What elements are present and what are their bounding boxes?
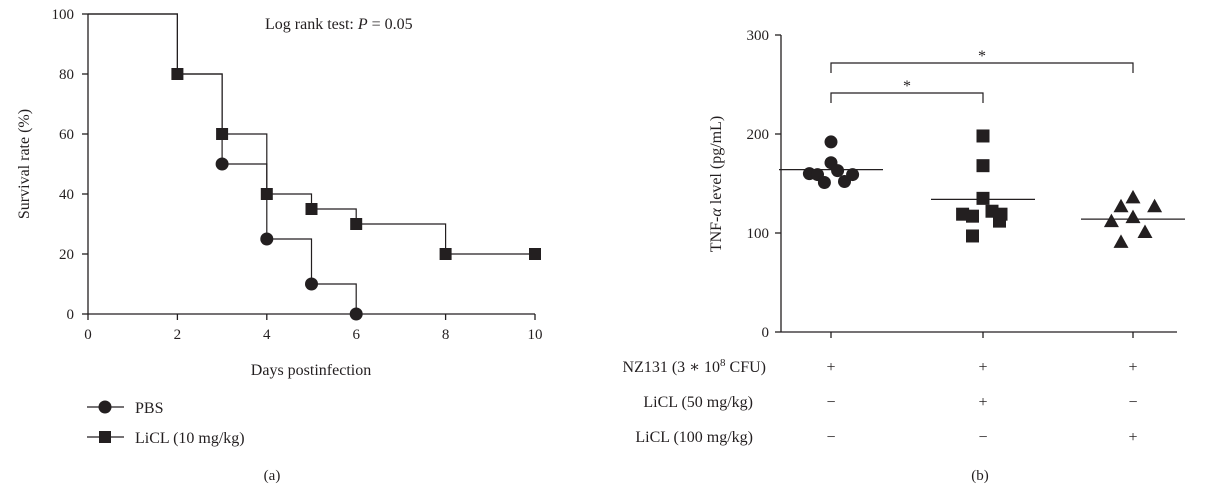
data-point-circle (349, 307, 363, 321)
tnf-scatter-chart: 0 100 200 300 * * TNF-α level (pg/mL) NZ131 … (623, 28, 1185, 484)
data-point-square (529, 248, 541, 260)
a-y-tick-label: 80 (59, 67, 74, 83)
data-point-square (976, 191, 990, 205)
a-y-tick-label: 100 (52, 7, 75, 23)
data-point-circle (846, 168, 860, 182)
b-y-tick-label: 0 (762, 325, 770, 341)
legend-label-pbs: PBS (135, 400, 163, 417)
data-point-circle (824, 135, 838, 149)
data-point-square (216, 128, 229, 140)
significance-star: * (903, 78, 911, 95)
legend-item-licl: LiCL (10 mg/kg) (87, 430, 245, 447)
log-rank-annotation: Log rank test: P = 0.05 (265, 16, 413, 33)
b-y-tick-label: 200 (747, 127, 770, 143)
data-point-triangle (1147, 198, 1163, 213)
data-point-circle (305, 277, 318, 291)
data-point-triangle (1113, 234, 1129, 248)
condition-label-licl-100: LiCL (100 mg/kg) (635, 429, 753, 446)
data-point-triangle (1113, 198, 1129, 213)
data-point-circle (831, 164, 845, 178)
data-point-circle (817, 176, 831, 190)
data-point-circle (260, 232, 274, 246)
a-x-tick-label: 2 (174, 327, 182, 343)
data-point-circle (215, 157, 229, 171)
survival-curve-licl (88, 13, 535, 255)
condition-value: + (978, 359, 987, 376)
data-point-square (956, 207, 970, 221)
data-point-square (976, 129, 990, 143)
data-point-triangle (1125, 189, 1141, 204)
legend-marker-circle (98, 400, 112, 414)
condition-value: − (826, 429, 835, 446)
a-x-tick-label: 0 (84, 327, 92, 343)
data-point-square (966, 229, 979, 243)
data-point-square (439, 248, 452, 260)
data-point-square (350, 218, 363, 230)
significance-star: * (978, 48, 986, 65)
panel-label-a: (a) (264, 468, 281, 484)
a-y-tick-label: 40 (59, 187, 74, 203)
panel-label-b: (b) (971, 468, 989, 484)
condition-value: + (1128, 429, 1137, 446)
a-y-tick-label: 60 (59, 127, 74, 143)
a-x-tick-label: 4 (263, 327, 271, 343)
a-x-tick-label: 6 (352, 327, 360, 343)
data-point-square (966, 209, 979, 223)
condition-value: − (1128, 394, 1137, 411)
condition-value: − (978, 429, 987, 446)
legend: PBS LiCL (10 mg/kg) (87, 400, 245, 447)
a-y-tick-label: 0 (67, 307, 75, 323)
data-point-square (260, 188, 273, 200)
condition-value: + (1128, 359, 1137, 376)
data-point-square (976, 159, 990, 173)
legend-label-licl: LiCL (10 mg/kg) (135, 430, 245, 447)
data-point-square (994, 207, 1008, 221)
b-y-tick-label: 100 (747, 226, 770, 242)
significance-bracket (830, 62, 1134, 73)
condition-value: + (978, 394, 987, 411)
condition-table: NZ131 (3 ∗ 108 CFU) LiCL (50 mg/kg) LiCL… (623, 357, 1138, 446)
b-y-axis-label: TNF-α level (pg/mL) (708, 116, 725, 252)
condition-label-licl-50: LiCL (50 mg/kg) (643, 394, 753, 411)
data-point-triangle (1103, 213, 1119, 228)
data-point-square (171, 68, 184, 80)
a-y-tick-label: 20 (59, 247, 74, 263)
b-y-tick-label: 300 (747, 28, 770, 44)
data-point-square (305, 203, 318, 215)
a-x-tick-label: 10 (528, 327, 543, 343)
condition-value: + (826, 359, 835, 376)
condition-value: − (826, 394, 835, 411)
a-y-axis-label: Survival rate (%) (16, 109, 33, 219)
significance-bracket (830, 92, 984, 103)
data-point-triangle (1137, 224, 1153, 239)
data-point-triangle (1125, 209, 1141, 224)
legend-item-pbs: PBS (87, 400, 163, 417)
condition-label-nz131: NZ131 (3 ∗ 108 CFU) (623, 357, 766, 376)
legend-marker-square (99, 431, 111, 443)
a-x-tick-label: 8 (442, 327, 450, 343)
a-x-axis-label: Days postinfection (251, 362, 371, 379)
